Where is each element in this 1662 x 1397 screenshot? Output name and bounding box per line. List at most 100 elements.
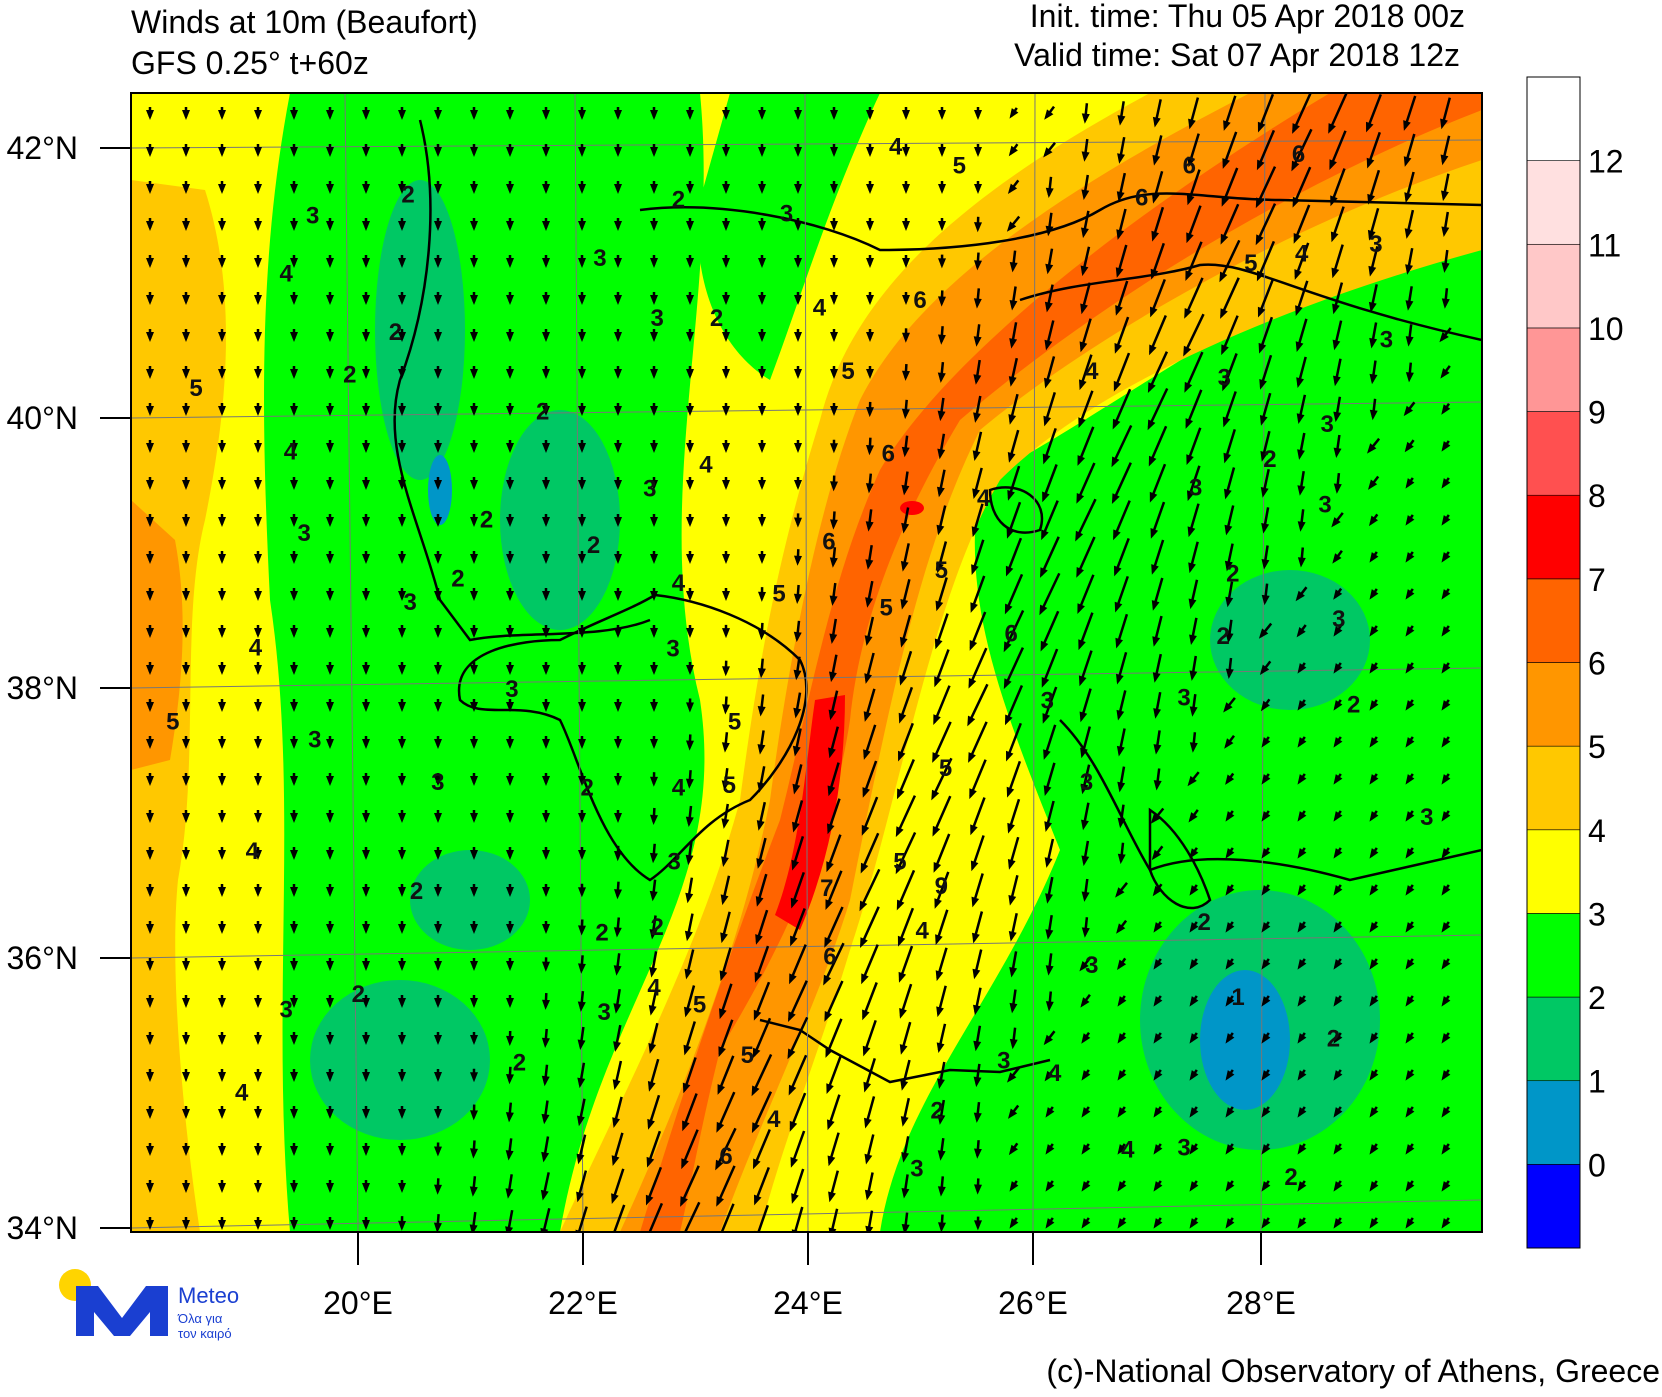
contour-label: 6 xyxy=(913,287,926,314)
colorbar-label: 10 xyxy=(1588,311,1624,347)
contour-label: 3 xyxy=(1420,804,1433,831)
contour-label: 3 xyxy=(1332,606,1345,633)
contour-label: 4 xyxy=(916,917,930,944)
field-band xyxy=(775,695,845,930)
contour-label: 4 xyxy=(699,451,713,478)
colorbar-box xyxy=(1526,1164,1581,1249)
contour-label: 4 xyxy=(249,635,263,662)
contour-label: 2 xyxy=(480,506,493,533)
field-band xyxy=(410,850,530,950)
colorbar-box xyxy=(1526,411,1581,496)
contour-label: 3 xyxy=(997,1048,1010,1075)
graticule xyxy=(131,93,1482,1232)
contour-label: 2 xyxy=(595,919,608,946)
coastline xyxy=(1019,263,1482,342)
title: Winds at 10m (Beaufort) xyxy=(131,4,478,40)
contour-label: 3 xyxy=(1085,952,1098,979)
wind-arrowheads xyxy=(146,108,1451,1232)
field-band xyxy=(698,93,880,380)
contour-label: 3 xyxy=(1369,231,1382,258)
colorbar-label: 5 xyxy=(1588,729,1606,765)
field-band xyxy=(900,501,924,515)
coastline xyxy=(1148,807,1212,910)
field-band xyxy=(310,980,490,1140)
contour-label: 3 xyxy=(780,200,793,227)
contour-label: 4 xyxy=(977,485,991,512)
contour-label: 3 xyxy=(298,520,311,547)
colorbar-label: 6 xyxy=(1588,646,1606,682)
contour-label: 2 xyxy=(1347,692,1360,719)
contour-label: 6 xyxy=(1135,184,1148,211)
contour-label: 4 xyxy=(280,261,294,288)
contour-label: 5 xyxy=(879,594,892,621)
logo-name: Meteo xyxy=(178,1283,239,1308)
colorbar-frame xyxy=(1526,76,1581,1249)
colorbar-box xyxy=(1526,76,1581,161)
contour-label: 4 xyxy=(284,439,298,466)
contour-label: 2 xyxy=(1197,909,1210,936)
axes: 42°N 40°N 38°N 36°N 34°N 20°E 22°E 24°E 26°E 28°E xyxy=(7,130,1296,1321)
colorbar-box xyxy=(1526,160,1581,245)
contour-label: 5 xyxy=(723,772,736,799)
contour-label: 5 xyxy=(893,848,906,875)
colorbar-label: 4 xyxy=(1588,813,1606,849)
contour-label: 2 xyxy=(389,319,402,346)
field-band xyxy=(500,410,620,630)
contour-label: 6 xyxy=(822,529,835,556)
lat-tick-label: 40°N xyxy=(7,400,79,436)
contour-label: 5 xyxy=(189,375,202,402)
contour-label: 3 xyxy=(1177,684,1190,711)
contour-label: 9 xyxy=(935,873,948,900)
colorbar-box xyxy=(1526,243,1581,329)
grid-line xyxy=(804,93,809,1232)
colorbar-label: 0 xyxy=(1588,1147,1606,1183)
contour-label: 3 xyxy=(651,305,664,332)
colorbar-label: 2 xyxy=(1588,980,1606,1016)
contour-label: 5 xyxy=(939,755,952,782)
map-frame xyxy=(130,92,1483,1233)
contour-label: 3 xyxy=(910,1156,923,1183)
logo-mark xyxy=(76,1286,168,1336)
contour-label: 3 xyxy=(505,676,518,703)
contour-label: 5 xyxy=(953,153,966,180)
contour-label: 4 xyxy=(672,774,686,801)
contour-label: 5 xyxy=(728,709,741,736)
contour-label: 6 xyxy=(1005,621,1018,648)
contour-label: 2 xyxy=(587,532,600,559)
contour-label: 4 xyxy=(889,134,903,161)
field-band xyxy=(640,93,1482,1232)
contour-label: 3 xyxy=(593,245,606,272)
lat-tick-label: 36°N xyxy=(7,940,79,976)
contour-label: 3 xyxy=(1080,769,1093,796)
grid-line xyxy=(1260,93,1266,1232)
contour-label: 4 xyxy=(1048,1060,1062,1087)
contour-label: 2 xyxy=(343,361,356,388)
contour-label: 6 xyxy=(823,944,836,971)
contour-label: 4 xyxy=(672,570,686,597)
colorbar-label: 8 xyxy=(1588,478,1606,514)
contour-label: 3 xyxy=(667,848,680,875)
contour-label: 2 xyxy=(352,981,365,1008)
colorbar-box xyxy=(1526,494,1581,580)
contour-label: 2 xyxy=(581,774,594,801)
contour-label: 7 xyxy=(820,875,833,902)
contour-label: 2 xyxy=(401,181,414,208)
contour-label: 2 xyxy=(1284,1164,1297,1191)
field-band xyxy=(1200,970,1290,1110)
contour-label: 3 xyxy=(1318,492,1331,519)
colorbar-label: 12 xyxy=(1588,144,1624,180)
contour-label: 3 xyxy=(306,202,319,229)
grid-line xyxy=(1032,93,1036,1232)
credit: (c)-National Observatory of Athens, Gree… xyxy=(1046,1353,1660,1389)
contour-label: 3 xyxy=(280,997,293,1024)
colorbar-box xyxy=(1526,662,1581,747)
grid-line xyxy=(131,1199,1482,1229)
init-time: Init. time: Thu 05 Apr 2018 00z xyxy=(1030,0,1465,34)
contour-label: 2 xyxy=(672,187,685,214)
contour-label: 3 xyxy=(643,476,656,503)
lat-tick-label: 34°N xyxy=(7,1210,79,1246)
lon-tick-label: 24°E xyxy=(773,1285,843,1321)
contour-label: 5 xyxy=(166,709,179,736)
wind-field: 4 5 6 6 6 2 2 3 3 3 4 5 4 3 6 4 3 2 2 3 5 4 2 5 3 2 3 4 6 4 2 3 3 4 3 2 3 2 6 5… xyxy=(131,93,1482,1232)
